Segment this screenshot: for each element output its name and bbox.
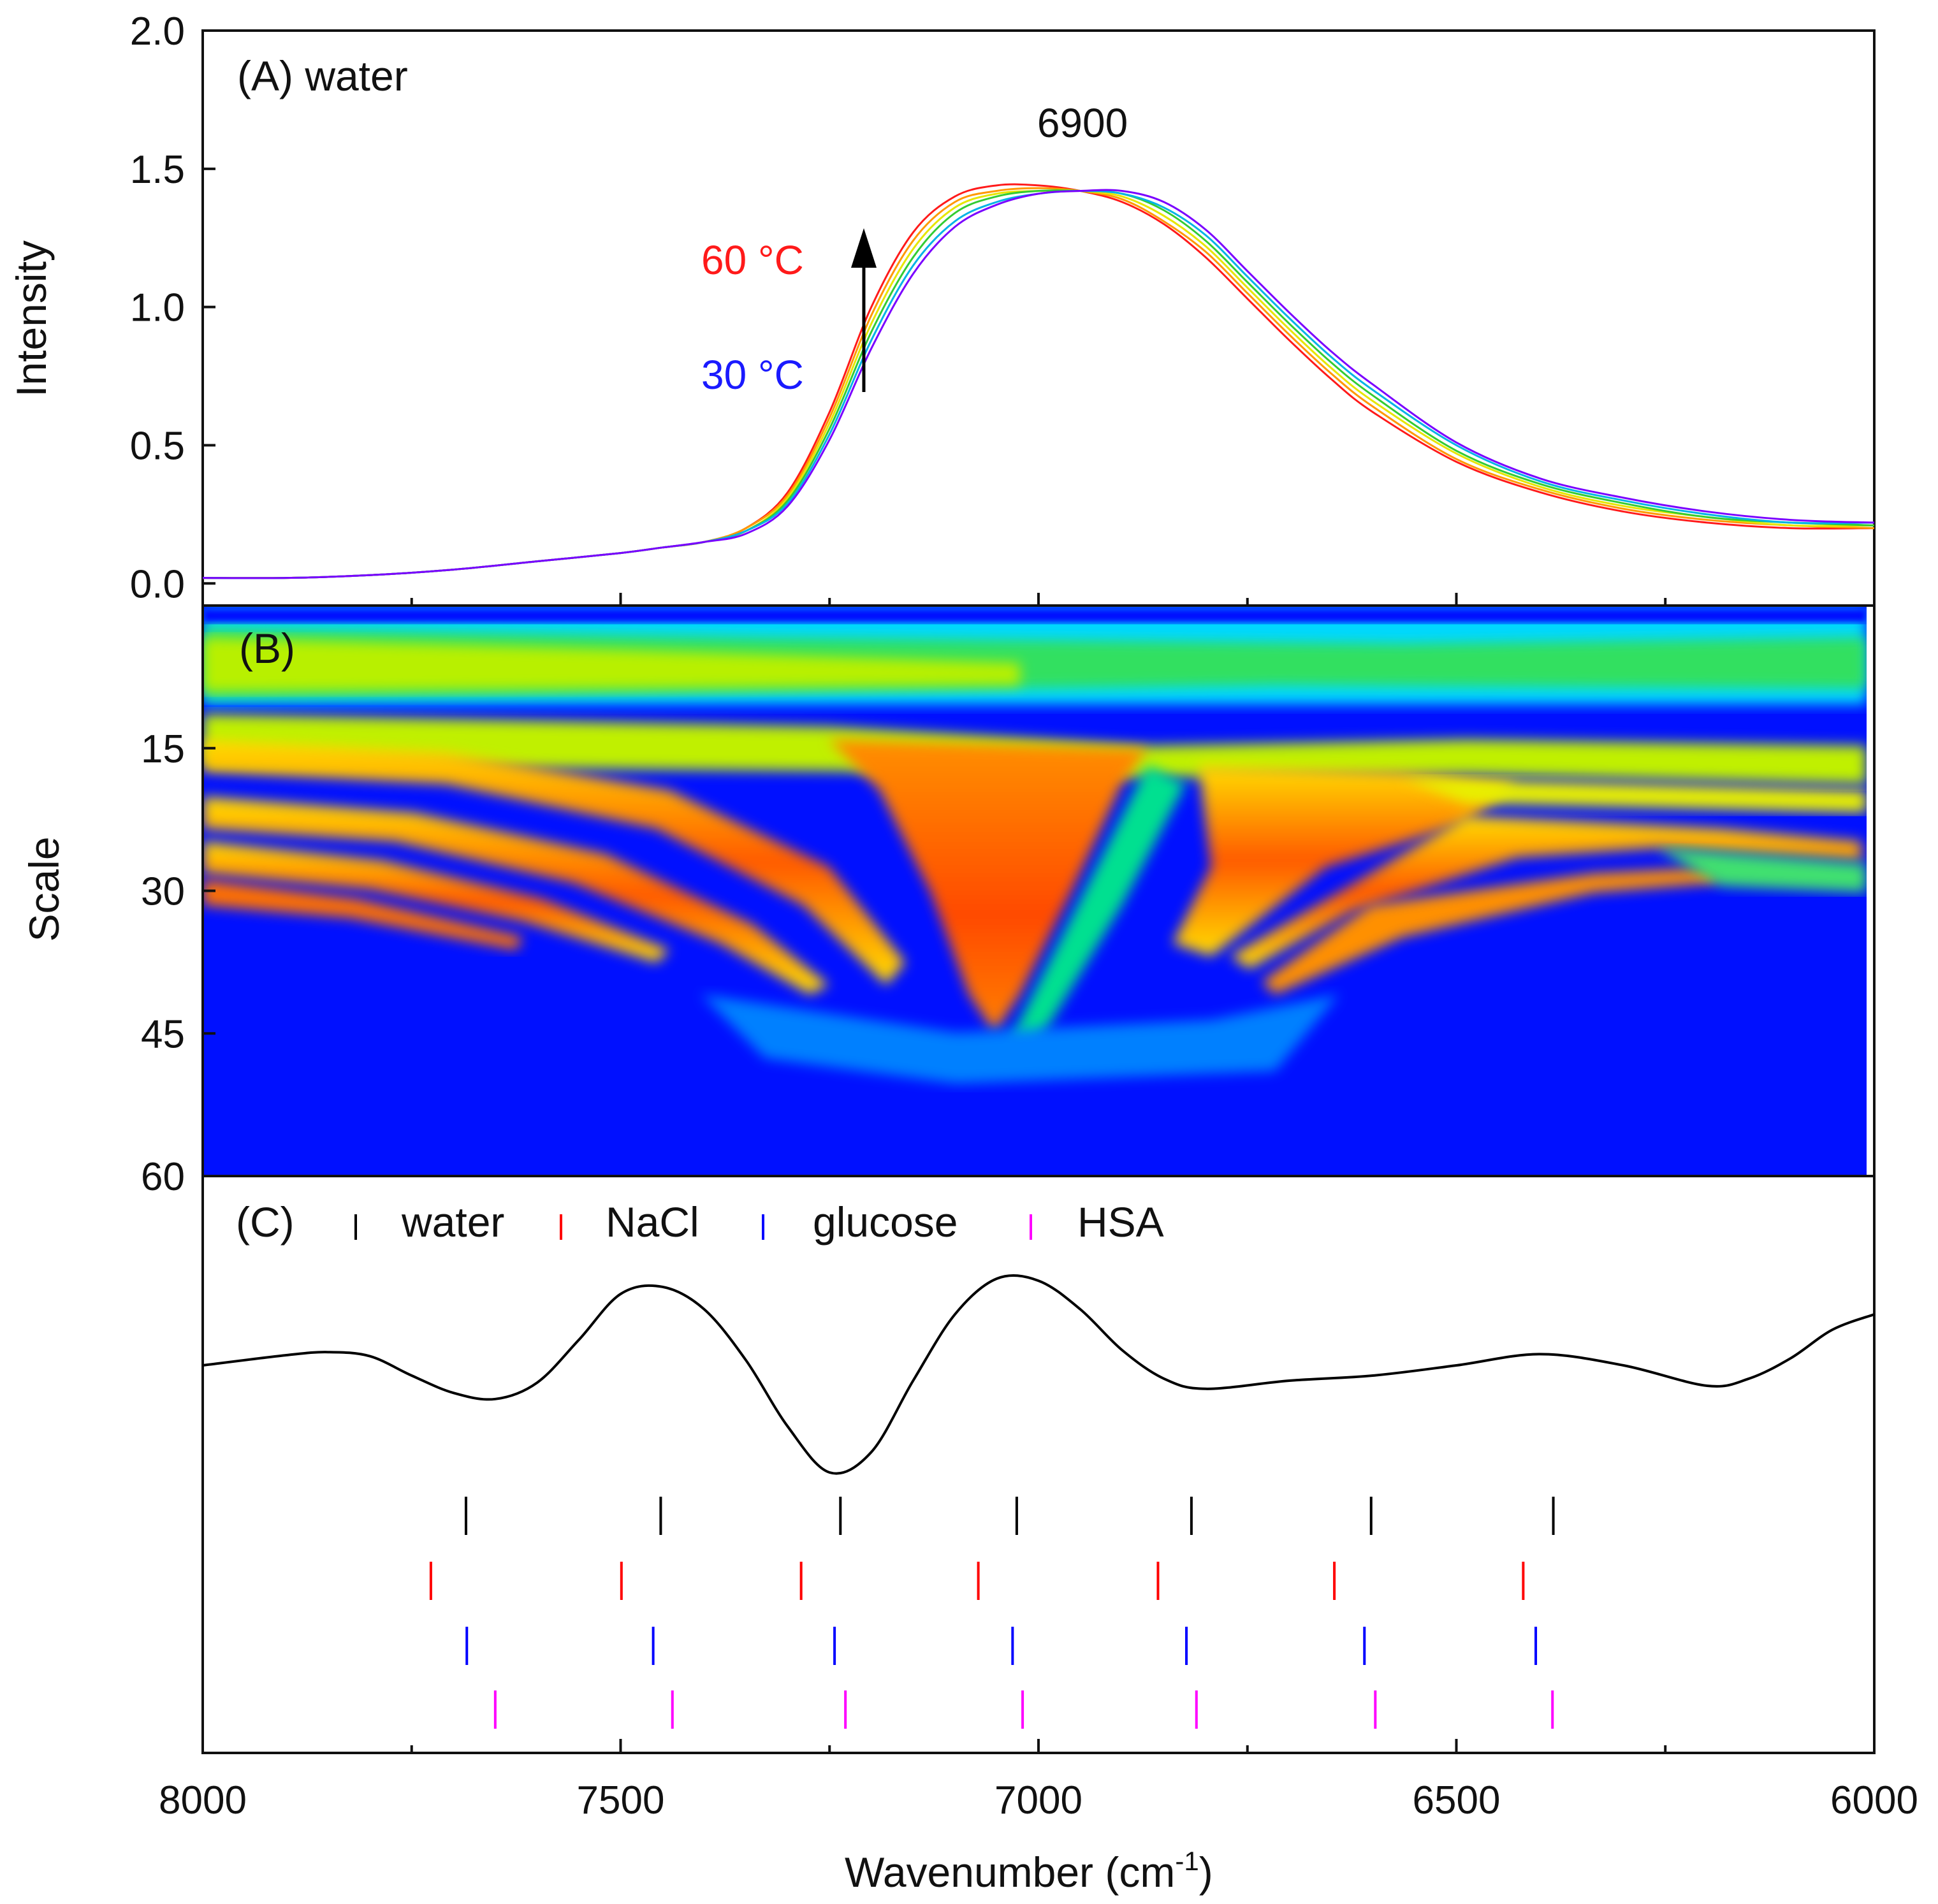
legend-water-label: water <box>401 1198 504 1246</box>
x-axis-title: Wavenumber (cm-1) <box>845 1846 1213 1896</box>
temp-low-label: 30 °C <box>701 352 804 398</box>
panel-b: (B) 15 30 45 60 Scale <box>20 604 1876 1199</box>
panel-b-y-axis: 15 30 45 60 <box>141 727 215 1199</box>
peak-markers <box>429 1497 1555 1729</box>
x-axis: 8000 7500 7000 6500 6000 <box>159 1739 1918 1822</box>
legend-hsa-label: HSA <box>1077 1198 1164 1246</box>
x-tick-label: 6500 <box>1413 1778 1501 1822</box>
intensity-series-3 <box>202 189 1875 579</box>
scalogram-heatmap <box>203 606 1867 1176</box>
panel-c-label: (C) <box>236 1198 295 1246</box>
panel-a-y-axis: 0.0 0.5 1.0 1.5 2.0 <box>130 10 215 606</box>
y-tick-label: 1.0 <box>130 286 185 330</box>
panel-a-y-title: Intensity <box>8 240 55 397</box>
y-tick-label: 30 <box>141 870 185 914</box>
intensity-series-4 <box>202 190 1875 579</box>
panel-a-x-ticks <box>201 593 1876 606</box>
intensity-curves <box>202 183 1875 579</box>
panel-b-y-title: Scale <box>20 836 68 941</box>
legend-glucose-label: glucose <box>813 1198 958 1246</box>
y-tick-label: 1.5 <box>130 148 185 192</box>
intensity-series-2 <box>202 189 1875 579</box>
x-tick-label: 7500 <box>577 1778 665 1822</box>
y-tick-label: 2.0 <box>130 10 185 54</box>
panel-b-label: (B) <box>239 625 295 672</box>
peak-annotation: 6900 <box>1037 100 1128 146</box>
panel-a: (A) water 6900 60 °C 30 °C 0.0 0.5 1.0 1.5 2… <box>8 10 1876 607</box>
panel-c-frame <box>201 1175 1876 1754</box>
x-tick-label: 8000 <box>159 1778 247 1822</box>
legend: water NaCl glucose HSA <box>354 1198 1164 1246</box>
intensity-series-5 <box>202 189 1875 579</box>
temperature-arrow <box>851 228 877 392</box>
panel-a-label: (A) water <box>237 52 408 99</box>
y-tick-label: 0.0 <box>130 562 185 606</box>
legend-nacl-label: NaCl <box>606 1198 699 1246</box>
intensity-series-1 <box>202 187 1875 579</box>
wavelet-curve <box>202 1274 1875 1475</box>
x-tick-label: 7000 <box>994 1778 1082 1822</box>
y-tick-label: 15 <box>141 727 185 771</box>
panel-c: (C) water NaCl glucose HSA 8000 7500 7000 6… <box>159 1175 1918 1896</box>
wavelet-series <box>202 1274 1875 1475</box>
temp-high-label: 60 °C <box>701 237 804 283</box>
y-tick-label: 45 <box>141 1012 185 1056</box>
intensity-series-0 <box>202 183 1875 579</box>
y-tick-label: 60 <box>141 1155 185 1199</box>
x-tick-label: 6000 <box>1830 1778 1918 1822</box>
y-tick-label: 0.5 <box>130 424 185 468</box>
